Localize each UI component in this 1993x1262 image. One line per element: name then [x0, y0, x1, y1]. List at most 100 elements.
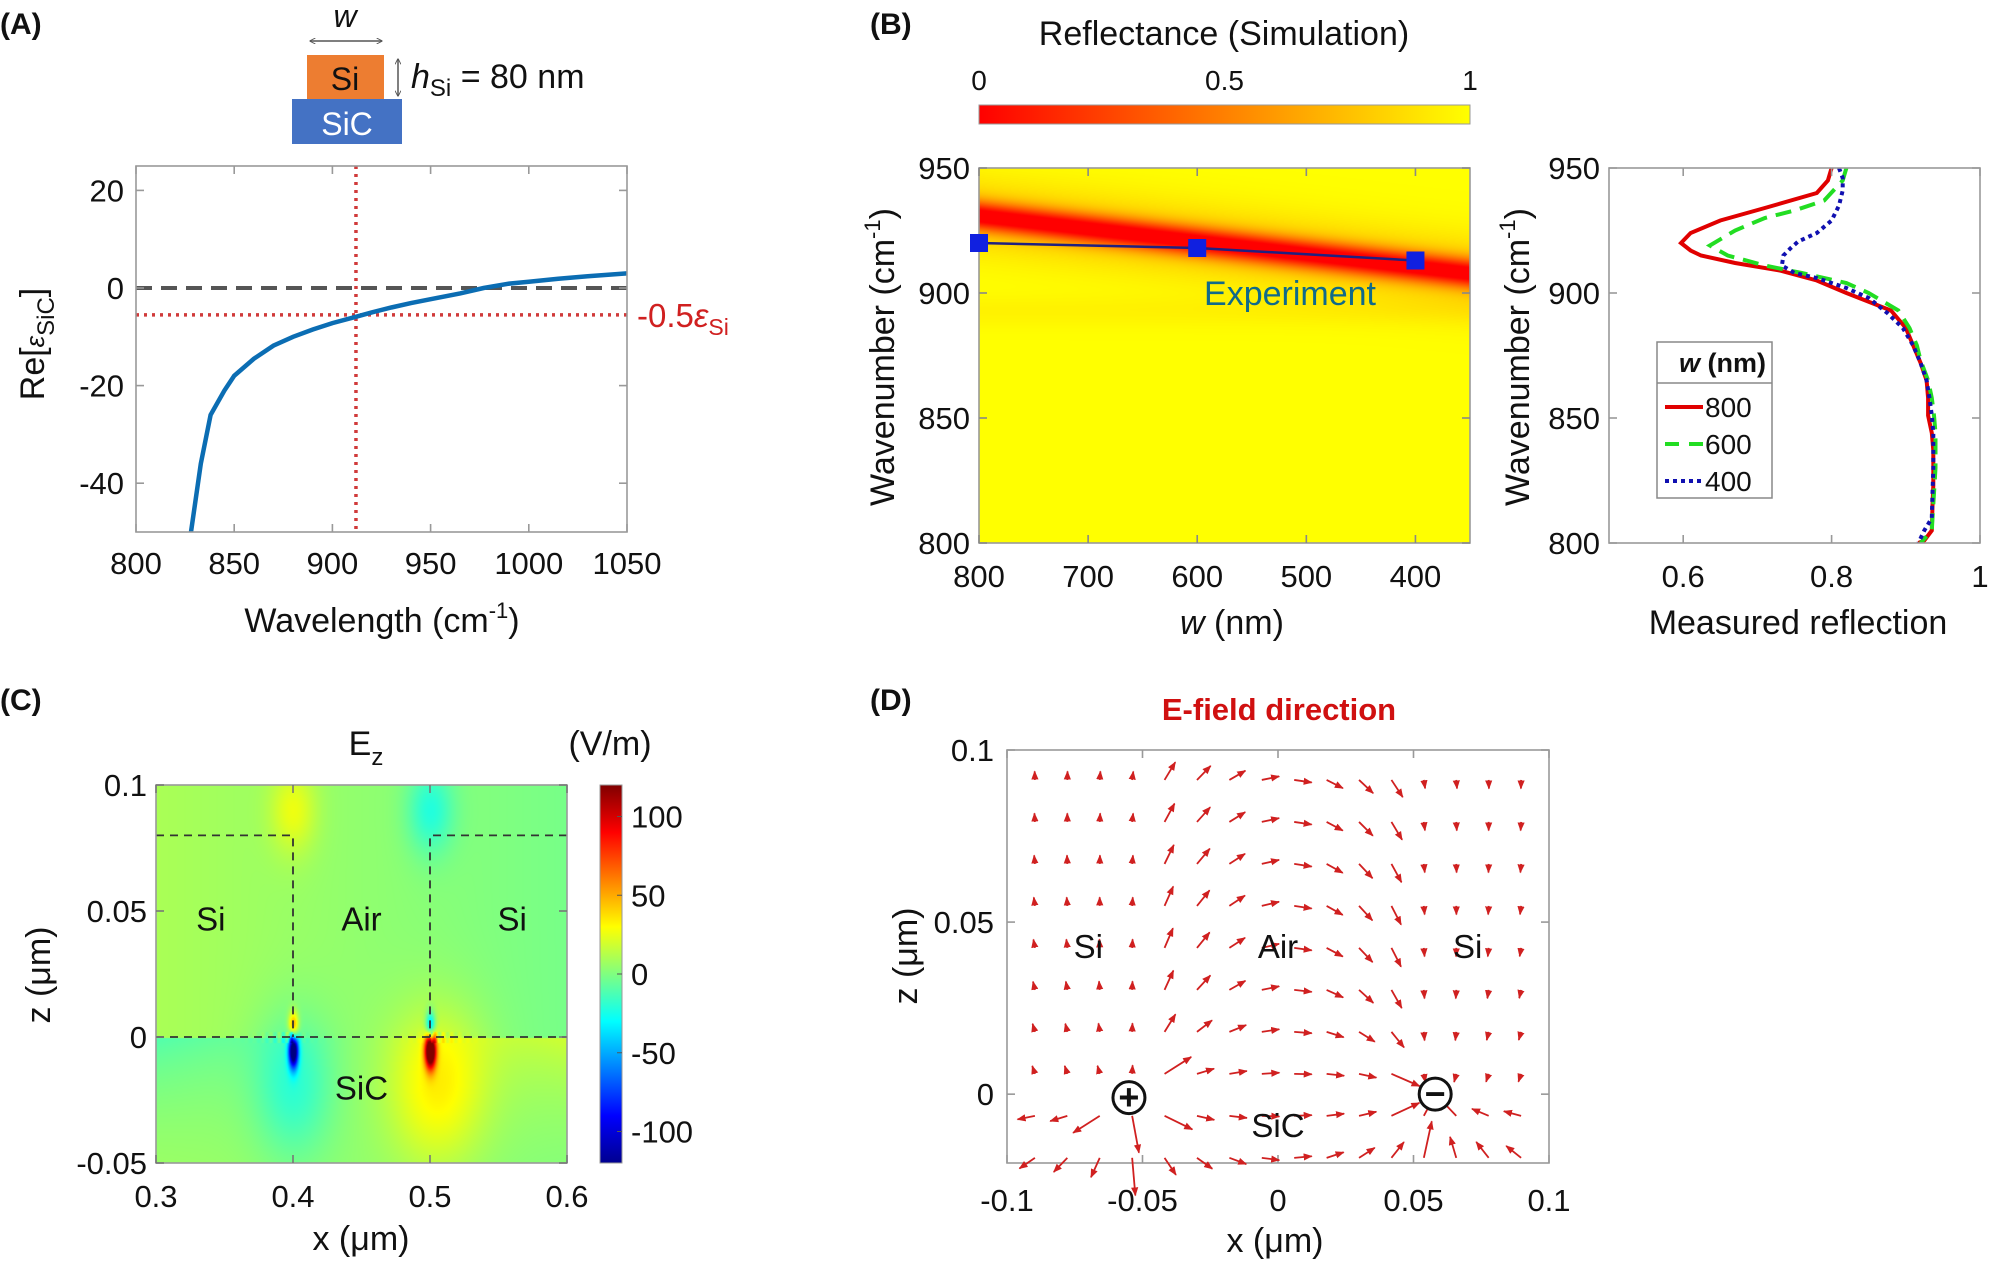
- x-axis-label: Wavelength (cm-1): [244, 598, 519, 640]
- field-arrow: [1420, 947, 1428, 958]
- region-label: SiC: [335, 1069, 388, 1106]
- spectrum-line-400: [1779, 168, 1936, 543]
- colorbar-tick-label: 0: [971, 65, 987, 96]
- chart-a-permittivity: 800 850 900 950 1000 1050 20 0 -20 -40 Wavelength …: [14, 165, 661, 640]
- field-arrow: [1128, 896, 1136, 906]
- x-tick-label: -0.05: [1107, 1183, 1178, 1218]
- field-arrow: [1294, 987, 1313, 995]
- colorbar-tick-label: 0.5: [1205, 65, 1244, 96]
- width-label: w: [333, 0, 358, 34]
- sic-substrate-label: SiC: [321, 106, 373, 142]
- region-label: Air: [1258, 928, 1298, 965]
- field-arrow: [1485, 905, 1493, 916]
- field-arrow: [1163, 1013, 1177, 1033]
- field-arrow: [1294, 819, 1313, 827]
- field-arrow: [1326, 1071, 1346, 1079]
- field-arrow: [1326, 1031, 1345, 1039]
- panel-label-a: (A): [0, 8, 42, 41]
- field-arrow: [1452, 1031, 1460, 1042]
- field-arrow: [1049, 1114, 1068, 1123]
- field-arrow: [1517, 1072, 1525, 1083]
- field-arrow: [1505, 1145, 1522, 1159]
- sic-substrate: [292, 99, 402, 144]
- x-tick-label: 700: [1062, 559, 1114, 594]
- field-arrow: [1031, 1022, 1039, 1033]
- field-arrow: [1261, 1069, 1281, 1077]
- y-tick-label: -20: [79, 369, 124, 404]
- field-arrow: [1452, 1073, 1460, 1083]
- field-arrow: [1063, 896, 1071, 906]
- reflectance-heatmap: [979, 168, 1470, 543]
- field-arrow: [1063, 1065, 1071, 1075]
- negative-charge-symbol: −: [1425, 1073, 1446, 1114]
- y-tick-label: 0.1: [951, 733, 994, 768]
- region-label: Si: [1074, 928, 1103, 965]
- region-label: SiC: [1251, 1107, 1304, 1144]
- positive-charge-symbol: +: [1118, 1077, 1139, 1118]
- device-schematic: w Si SiC hSi = 80 nm: [292, 0, 585, 144]
- field-arrow: [1196, 847, 1211, 865]
- y-tick-label: 800: [918, 526, 970, 561]
- field-arrow: [1448, 1136, 1458, 1159]
- field-arrow: [1358, 1072, 1378, 1080]
- field-arrow: [1390, 1031, 1405, 1049]
- field-arrow: [1031, 1065, 1039, 1075]
- field-arrow: [1294, 1029, 1313, 1037]
- field-arrow: [1420, 989, 1428, 1000]
- field-arrow: [1163, 802, 1176, 823]
- experiment-marker: [1188, 239, 1207, 257]
- field-arrow: [1164, 1056, 1192, 1075]
- field-arrow: [1261, 900, 1280, 908]
- field-arrow: [1196, 931, 1211, 949]
- field-arrow: [1517, 947, 1525, 958]
- field-arrow: [1261, 984, 1281, 992]
- field-arrow: [1390, 989, 1403, 1009]
- field-arrow: [1229, 1156, 1248, 1165]
- field-arrow: [1485, 947, 1493, 958]
- experiment-marker: [970, 234, 988, 252]
- y-axis-label: Re[εSiC]: [14, 288, 60, 400]
- colorbar-tick-label: -100: [631, 1115, 693, 1150]
- field-arrow: [1420, 1031, 1428, 1042]
- x-tick-label: 800: [953, 559, 1005, 594]
- field-arrow: [1358, 989, 1375, 1004]
- field-arrow: [1390, 779, 1404, 798]
- x-tick-label: 400: [1390, 559, 1442, 594]
- field-arrow: [1228, 852, 1246, 865]
- field-arrow: [1228, 979, 1247, 991]
- field-arrow: [1131, 1115, 1142, 1154]
- field-arrow: [1326, 989, 1345, 999]
- field-arrow: [1390, 947, 1402, 968]
- x-tick-label: 600: [1171, 559, 1223, 594]
- plot-frame: [135, 165, 628, 533]
- y-tick-label: 0.05: [87, 894, 147, 929]
- panel-label-d: (D): [870, 684, 912, 717]
- field-arrow: [1391, 1073, 1421, 1087]
- field-arrow: [1229, 1024, 1248, 1033]
- legend-entry: 800: [1705, 392, 1752, 423]
- field-arrow: [1196, 1157, 1214, 1170]
- y-tick-label: 850: [918, 401, 970, 436]
- field-arrow: [1261, 774, 1281, 782]
- field-arrow: [1128, 812, 1136, 823]
- field-arrow: [1358, 905, 1374, 922]
- x-tick-label: 500: [1280, 559, 1332, 594]
- x-tick-label: 0.5: [408, 1179, 451, 1214]
- field-arrow: [1031, 938, 1039, 949]
- x-tick-label: 0.8: [1810, 559, 1853, 594]
- field-arrow: [1228, 811, 1246, 823]
- y-axis-label: Wavenumber (cm-1): [1495, 208, 1537, 506]
- field-arrow: [1163, 885, 1175, 907]
- field-arrow: [1128, 854, 1136, 865]
- experiment-marker: [1406, 251, 1425, 270]
- ez-field-heatmap: [156, 785, 567, 1163]
- field-arrow: [1261, 1112, 1281, 1120]
- plot-area: [136, 166, 627, 532]
- x-axis-label: x (μm): [1226, 1222, 1323, 1260]
- field-arrow: [1228, 936, 1246, 949]
- field-arrow: [1326, 779, 1344, 790]
- region-label: Air: [341, 901, 381, 938]
- field-arrow: [1517, 989, 1525, 1000]
- y-axis-label: Wavenumber (cm-1): [860, 208, 902, 506]
